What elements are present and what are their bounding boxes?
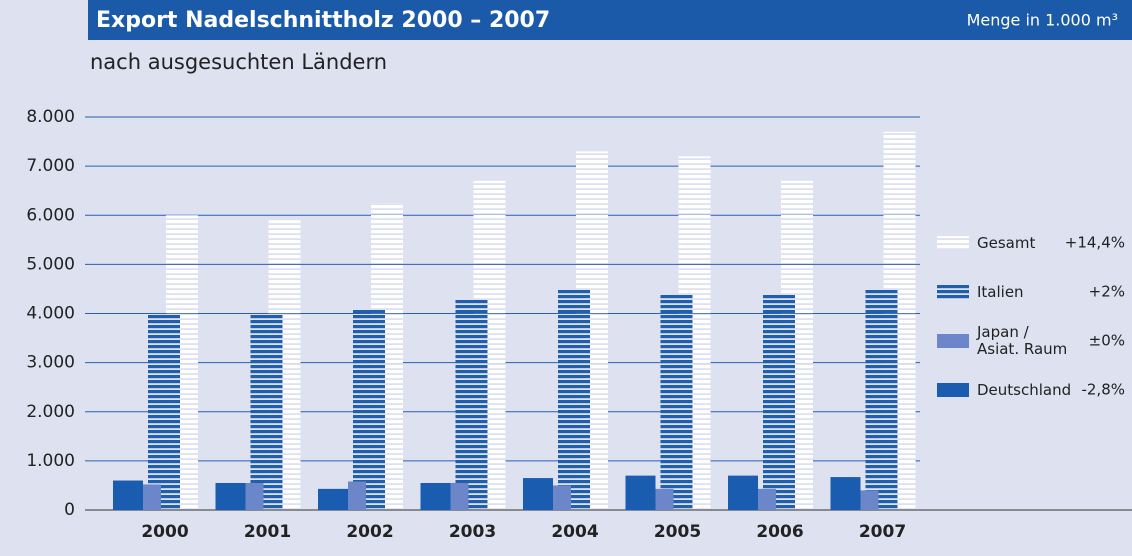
legend-swatch (937, 236, 969, 250)
legend-label: Japan / Asiat. Raum (977, 323, 1068, 358)
legend-label: Italien (977, 282, 1024, 301)
bar (250, 313, 283, 510)
bar (553, 485, 571, 510)
bar (215, 482, 246, 510)
bar (523, 478, 553, 510)
y-tick-label: 4.000 (26, 304, 75, 324)
x-tick-label: 2002 (346, 522, 393, 542)
legend-swatch (937, 383, 969, 397)
bar (245, 482, 264, 510)
legend-change: +2% (1089, 283, 1125, 301)
chart-title: Export Nadelschnittholz 2000 – 2007 (96, 8, 550, 33)
bar (660, 293, 693, 510)
bar (758, 488, 776, 510)
x-tick-label: 2006 (756, 522, 803, 542)
bar (148, 313, 180, 510)
bar (728, 475, 758, 510)
unit-label: Menge in 1.000 m³ (967, 11, 1118, 30)
legend-label: Deutschland (977, 380, 1072, 399)
x-tick-label: 2000 (141, 522, 188, 542)
title-bar (88, 0, 1132, 40)
bar (655, 488, 674, 510)
legend-label: Gesamt (977, 233, 1036, 252)
bar (353, 308, 385, 510)
chart-subtitle: nach ausgesuchten Ländern (90, 50, 387, 74)
bar (318, 488, 348, 510)
x-tick-label: 2007 (859, 522, 906, 542)
legend-swatch (937, 285, 969, 299)
x-tick-label: 2001 (244, 522, 291, 542)
bar (455, 298, 488, 510)
bar (865, 288, 898, 510)
y-tick-label: 2.000 (26, 402, 75, 422)
y-tick-label: 1.000 (26, 451, 75, 471)
y-tick-label: 5.000 (26, 254, 75, 274)
bar (143, 484, 161, 510)
x-tick-label: 2005 (654, 522, 701, 542)
bar (830, 477, 861, 510)
legend-change: +14,4% (1065, 234, 1125, 252)
x-tick-label: 2003 (449, 522, 496, 542)
bar (113, 480, 143, 510)
bar (558, 288, 590, 510)
legend-change: ±0% (1089, 332, 1125, 350)
y-tick-label: 6.000 (26, 205, 75, 225)
y-tick-label: 7.000 (26, 156, 75, 176)
legend-swatch (937, 334, 969, 348)
bar (625, 475, 656, 510)
bar (420, 482, 451, 510)
y-tick-label: 8.000 (26, 107, 75, 127)
x-tick-label: 2004 (551, 522, 598, 542)
bar (763, 293, 795, 510)
y-tick-label: 3.000 (26, 353, 75, 373)
bar (348, 481, 366, 510)
bar (860, 490, 879, 510)
bar (450, 482, 469, 510)
legend-change: -2,8% (1081, 381, 1125, 399)
y-tick-label: 0 (64, 500, 75, 520)
